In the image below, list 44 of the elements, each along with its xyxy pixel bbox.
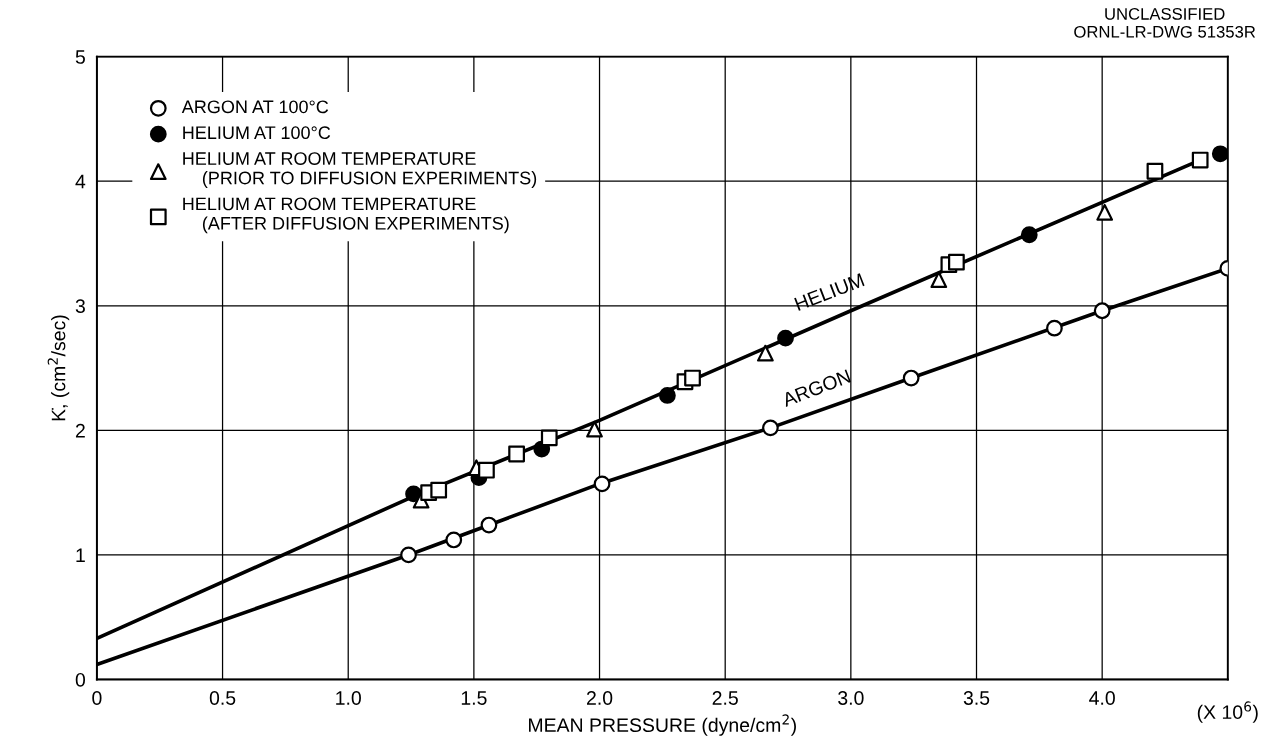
y-tick-label: 3 bbox=[75, 299, 85, 314]
point bbox=[445, 531, 463, 549]
legend-label: ARGON AT 100°C bbox=[181, 100, 329, 114]
text: UNCLASSIFIED ORNL-LR-DWG 51353R bbox=[1074, 7, 1256, 38]
point bbox=[762, 419, 779, 437]
point bbox=[400, 546, 417, 564]
x-tick-label: 2.5 bbox=[712, 691, 738, 705]
point bbox=[480, 516, 498, 534]
x-tick-label: 1.5 bbox=[461, 691, 487, 705]
x-tick-label: 2.0 bbox=[587, 691, 613, 705]
y-tick-label: 5 bbox=[75, 50, 85, 64]
point bbox=[593, 475, 611, 493]
point bbox=[1146, 162, 1164, 180]
legend-label: HELIUM AT ROOM TEMPERATURE (AFTER DIFFUSION EXPERIMENTS) bbox=[183, 197, 509, 234]
point bbox=[659, 387, 676, 404]
legend-label: HELIUM AT ROOM TEMPERATURE (PRIOR TO DIFFUSION EXPERIMENTS) bbox=[183, 152, 537, 188]
y-tick-label: 1 bbox=[76, 548, 85, 562]
legend-label: HELIUM AT 100°C bbox=[183, 126, 331, 140]
point bbox=[1191, 151, 1209, 169]
y-tick-label: 2 bbox=[75, 423, 85, 438]
point bbox=[430, 481, 448, 499]
point bbox=[1046, 319, 1063, 337]
text: (X 10$^{6}$) bbox=[1197, 701, 1258, 723]
point bbox=[1093, 302, 1111, 320]
x-tick-label: 3.0 bbox=[838, 691, 864, 705]
point bbox=[508, 445, 525, 463]
point bbox=[948, 253, 965, 271]
point bbox=[777, 329, 794, 347]
x-tick-label: 4.0 bbox=[1089, 691, 1115, 705]
point bbox=[540, 429, 558, 447]
x-tick-label: 1.0 bbox=[336, 691, 361, 705]
point bbox=[1020, 226, 1038, 244]
y-tick-label: 0 bbox=[75, 672, 86, 687]
y-axis-title: K̇, (cm$^{2}$/sec) bbox=[47, 315, 70, 421]
point bbox=[478, 461, 495, 479]
point bbox=[902, 369, 920, 387]
x-axis-title: MEAN PRESSURE (dyne/cm$^{2}$) bbox=[529, 714, 796, 736]
x-tick-label: 0.5 bbox=[209, 691, 236, 705]
point bbox=[1096, 203, 1114, 221]
x-tick-label: 3.5 bbox=[963, 691, 990, 705]
x-tick-label: 0 bbox=[92, 691, 102, 705]
y-tick-label: 4 bbox=[75, 174, 86, 189]
point bbox=[1211, 145, 1228, 163]
point bbox=[684, 369, 701, 387]
